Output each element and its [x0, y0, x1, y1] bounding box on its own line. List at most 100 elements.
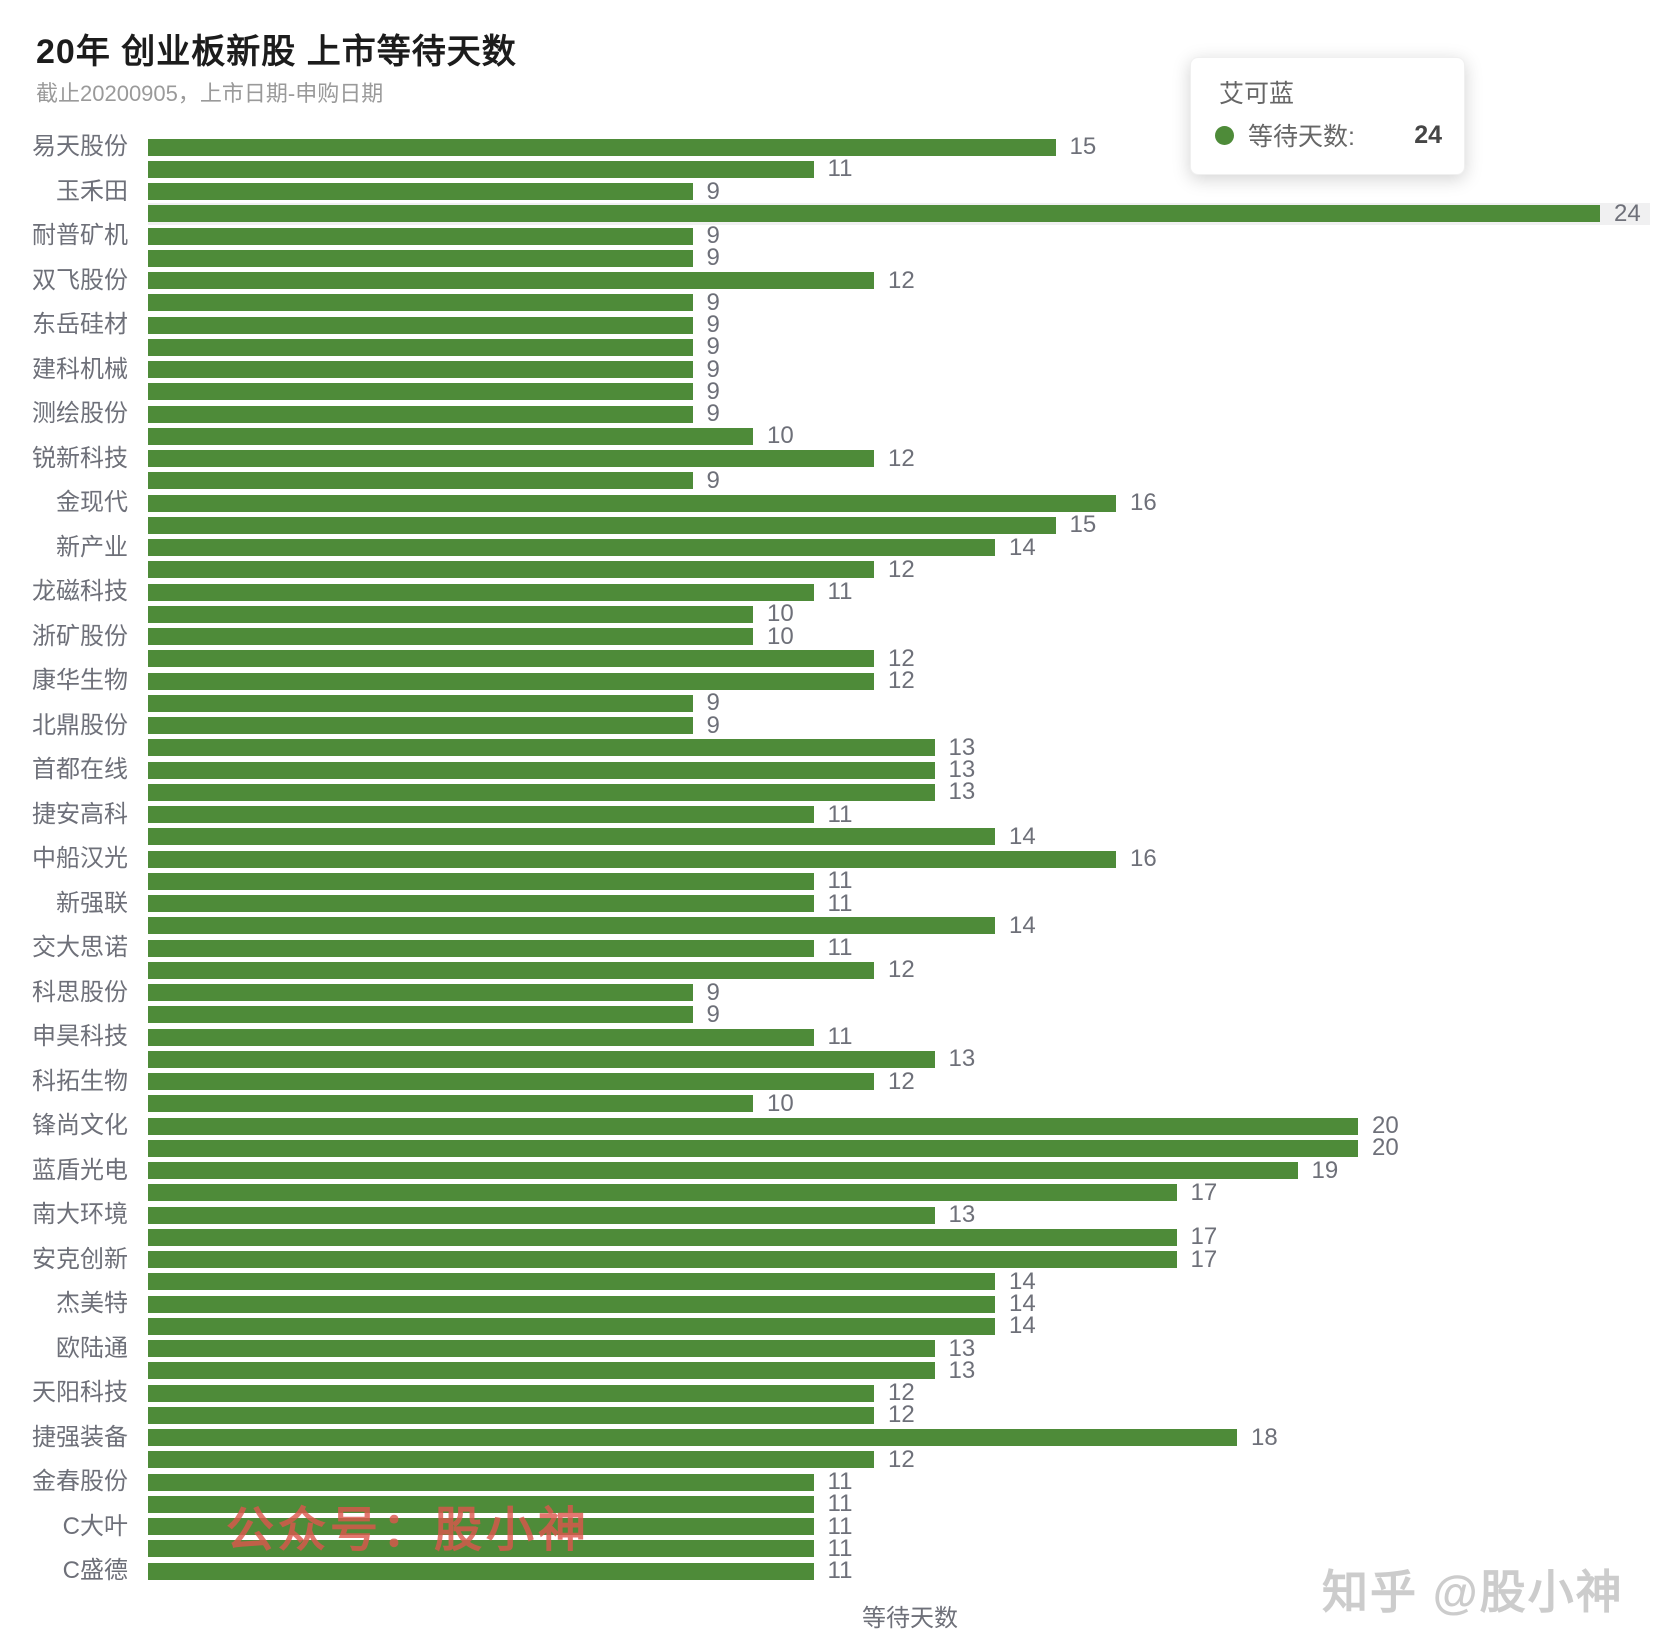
bar-item-30[interactable]: [148, 783, 935, 801]
bar-建科机械[interactable]: [148, 361, 693, 378]
bar-龙磁科技[interactable]: [148, 583, 814, 601]
bar-item-42[interactable]: [148, 1050, 935, 1068]
bar-value-label: 11: [827, 1490, 853, 1518]
bar-item-8[interactable]: [148, 294, 693, 312]
bar-item-62[interactable]: [148, 1495, 814, 1513]
bar-item-2[interactable]: [148, 160, 814, 178]
bar-item-52[interactable]: [148, 1273, 995, 1291]
bar-value-label: 14: [1009, 1290, 1036, 1317]
y-axis-label: 科思股份: [32, 978, 128, 1006]
bar-科思股份[interactable]: [148, 984, 693, 1001]
bar-value-label: 13: [948, 1356, 976, 1384]
bar-item-38[interactable]: [148, 961, 874, 979]
bar-欧陆通[interactable]: [148, 1340, 935, 1357]
bar-item-46[interactable]: [148, 1139, 1358, 1157]
bar-北鼎股份[interactable]: [148, 717, 693, 734]
bar-中船汉光[interactable]: [148, 850, 1116, 868]
bar-value-label: 11: [827, 889, 853, 917]
bar-杰美特[interactable]: [148, 1295, 995, 1313]
bar-value-label: 12: [888, 555, 915, 583]
bar-value-label: 17: [1190, 1178, 1218, 1206]
tooltip-series-name: 艾可蓝: [1219, 80, 1295, 108]
bar-金春股份[interactable]: [148, 1473, 814, 1491]
y-axis-label: 捷强装备: [32, 1423, 128, 1451]
bar-item-54[interactable]: [148, 1317, 995, 1335]
bar-item-50[interactable]: [148, 1228, 1177, 1246]
bar-item-60[interactable]: [148, 1451, 874, 1469]
bar-value-label: 17: [1190, 1223, 1218, 1251]
bar-item-14[interactable]: [148, 427, 753, 445]
bar-item-12[interactable]: [148, 383, 693, 401]
bar-浙矿股份[interactable]: [148, 628, 753, 645]
bar-金现代[interactable]: [148, 494, 1116, 512]
y-axis-label: 申昊科技: [32, 1023, 128, 1050]
bar-value-label: 11: [827, 1557, 853, 1584]
bar-C大叶[interactable]: [148, 1518, 814, 1535]
bar-捷安高科[interactable]: [148, 806, 814, 823]
series-marker-dot-icon: [1215, 125, 1234, 145]
bar-item-22[interactable]: [148, 605, 753, 623]
bar-item-40[interactable]: [148, 1006, 693, 1024]
bar-value-label: 11: [827, 1512, 853, 1540]
bar-科拓生物[interactable]: [148, 1073, 874, 1090]
bar-value-label: 15: [1069, 511, 1097, 539]
bar-捷强装备[interactable]: [148, 1429, 1237, 1446]
bar-测绘股份[interactable]: [148, 405, 693, 423]
bar-锐新科技[interactable]: [148, 450, 874, 467]
bar-安克创新[interactable]: [148, 1251, 1177, 1268]
bar-东岳硅材[interactable]: [148, 316, 693, 334]
bar-首都在线[interactable]: [148, 761, 935, 779]
bar-天阳科技[interactable]: [148, 1384, 874, 1402]
bar-易天股份[interactable]: [148, 138, 1056, 156]
watermark-zhihu: 知乎 @股小神: [1322, 1566, 1624, 1618]
bar-双飞股份[interactable]: [148, 272, 874, 289]
bar-C盛德[interactable]: [148, 1562, 814, 1580]
bar-item-64[interactable]: [148, 1540, 814, 1558]
bar-item-34[interactable]: [148, 872, 814, 890]
bar-新产业[interactable]: [148, 539, 995, 556]
bar-value-label: 16: [1130, 845, 1157, 872]
bar-item-26[interactable]: [148, 694, 693, 712]
bar-耐普矿机[interactable]: [148, 227, 693, 245]
y-axis-label: 双飞股份: [32, 266, 128, 294]
y-axis-label: 天阳科技: [32, 1379, 128, 1406]
y-axis-label: 捷安高科: [32, 800, 128, 828]
bar-蓝盾光电[interactable]: [148, 1162, 1298, 1179]
bar-item-10[interactable]: [148, 338, 693, 356]
chart-subtitle: 截止20200905，上市日期-申购日期: [36, 81, 384, 106]
bar-申昊科技[interactable]: [148, 1028, 814, 1046]
y-axis-label: 交大思诺: [32, 934, 128, 961]
bar-交大思诺[interactable]: [148, 939, 814, 957]
bar-value-label: 15: [1069, 133, 1097, 160]
tooltip-value: 24: [1414, 120, 1442, 149]
bar-item-18[interactable]: [148, 516, 1056, 534]
bar-item-28[interactable]: [148, 739, 935, 757]
bar-value-label: 12: [888, 667, 915, 694]
bar-value-label: 11: [827, 867, 853, 895]
bar-value-label: 9: [706, 177, 720, 205]
bar-item-56[interactable]: [148, 1362, 935, 1380]
bar-item-44[interactable]: [148, 1095, 753, 1113]
bar-value-label: 9: [706, 978, 720, 1006]
bar-艾可蓝[interactable]: [148, 205, 1600, 223]
chart-title: 20年 创业板新股 上市等待天数: [36, 33, 517, 71]
bar-康华生物[interactable]: [148, 672, 874, 690]
bar-item-6[interactable]: [148, 249, 693, 267]
bar-item-20[interactable]: [148, 561, 874, 579]
bar-value-label: 19: [1311, 1156, 1339, 1184]
bar-锋尚文化[interactable]: [148, 1117, 1358, 1135]
bar-item-58[interactable]: [148, 1406, 874, 1424]
bar-item-32[interactable]: [148, 828, 995, 846]
bar-南大环境[interactable]: [148, 1206, 935, 1224]
bar-value-label: 10: [767, 1089, 794, 1117]
y-axis-label: 中船汉光: [32, 845, 128, 872]
bar-value-label: 18: [1251, 1423, 1278, 1451]
bar-item-36[interactable]: [148, 917, 995, 935]
bar-玉禾田[interactable]: [148, 183, 693, 200]
bar-item-24[interactable]: [148, 650, 874, 668]
bar-新强联[interactable]: [148, 895, 814, 912]
y-axis-label: 玉禾田: [56, 177, 128, 205]
bar-item-16[interactable]: [148, 472, 693, 490]
bar-item-48[interactable]: [148, 1184, 1177, 1202]
